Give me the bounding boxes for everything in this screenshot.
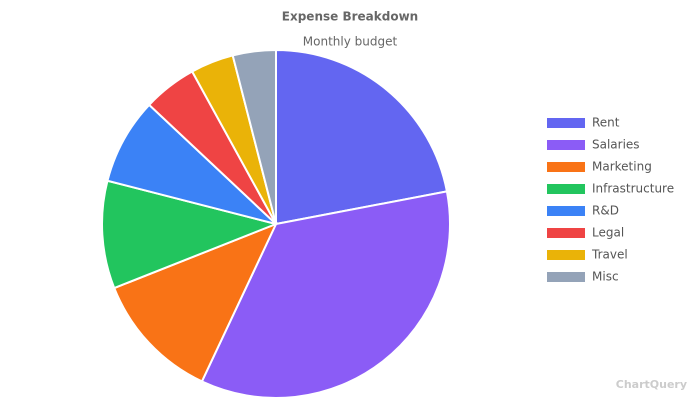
pie-slice — [275, 48, 449, 226]
legend-swatch — [547, 250, 585, 260]
legend-label: Salaries — [592, 138, 640, 152]
legend-label: Rent — [592, 116, 620, 130]
legend-swatch — [547, 118, 585, 128]
legend-swatch — [547, 272, 585, 282]
legend-swatch — [547, 184, 585, 194]
legend-label: R&D — [592, 204, 619, 218]
pie-slice — [231, 48, 277, 225]
pie-slice — [112, 222, 278, 383]
legend-swatch — [547, 228, 585, 238]
legend-label: Legal — [592, 226, 624, 240]
chart-subtitle: Monthly budget — [303, 35, 398, 49]
pie-slice — [200, 190, 451, 399]
pie-slice — [101, 179, 280, 290]
legend-swatch — [547, 162, 585, 172]
legend-label: Travel — [591, 248, 628, 262]
legend-label: Marketing — [592, 160, 652, 174]
legend-label: Infrastructure — [592, 182, 674, 196]
legend-swatch — [547, 206, 585, 216]
legend-label: Misc — [592, 270, 619, 284]
chart-title: Expense Breakdown — [282, 10, 418, 24]
legend-swatch — [547, 140, 585, 150]
watermark: ChartQuery — [616, 378, 687, 391]
